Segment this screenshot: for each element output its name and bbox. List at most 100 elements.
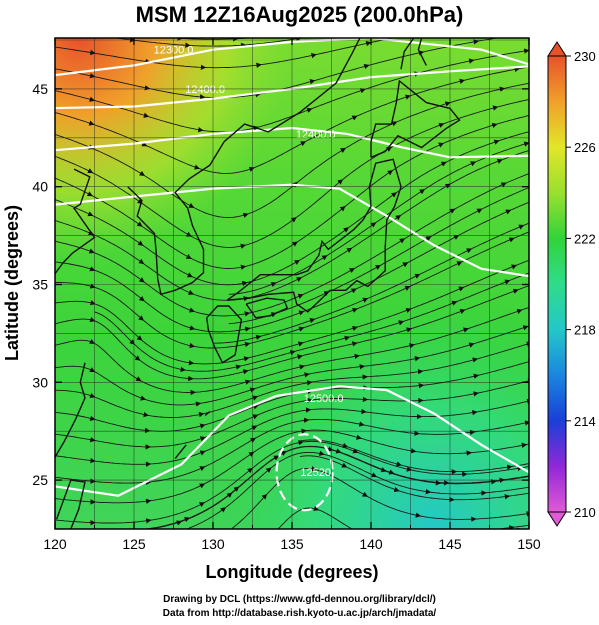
streamline-40	[466, 26, 516, 34]
contour-label-3: 12500.0	[304, 393, 344, 405]
y-tick-label: 30	[32, 374, 48, 390]
wind-arrow	[88, 120, 95, 126]
wind-arrow	[189, 342, 196, 349]
wind-arrow	[492, 105, 499, 111]
streamline-33	[324, 531, 341, 538]
wind-arrow	[468, 342, 475, 348]
wind-arrow	[374, 264, 381, 270]
colorbar: 210 214 218 222 226 230	[547, 41, 596, 527]
wind-arrow	[456, 261, 463, 267]
wind-arrow	[299, 364, 306, 370]
wind-arrow	[300, 141, 307, 147]
wind-arrow	[393, 486, 400, 493]
coastline-10	[223, 38, 361, 143]
wind-arrow	[247, 467, 253, 474]
wind-arrow	[406, 466, 413, 472]
wind-arrow	[251, 425, 258, 431]
wind-arrow	[89, 96, 96, 102]
y-axis-label: Latitude (degrees)	[2, 205, 22, 361]
wind-arrow	[466, 248, 473, 254]
map-title: MSM 12Z16Aug2025 (200.0hPa)	[135, 2, 464, 27]
wind-arrow	[339, 147, 346, 154]
x-tick-label: 125	[122, 536, 146, 552]
wind-arrow	[351, 307, 358, 313]
wind-arrow	[342, 442, 349, 449]
wind-arrow	[459, 309, 466, 315]
wind-arrow	[226, 492, 233, 498]
wind-arrow	[188, 202, 195, 208]
coastline-12	[204, 411, 211, 417]
wind-arrow	[244, 341, 251, 348]
wind-arrow	[138, 277, 145, 283]
wind-arrow	[144, 85, 151, 91]
streamline-4	[55, 380, 529, 448]
wind-arrow	[289, 350, 296, 356]
wind-arrow	[388, 469, 395, 475]
wind-arrow	[138, 258, 145, 265]
wind-arrow	[444, 101, 451, 107]
wind-arrow	[311, 466, 317, 472]
wind-arrow	[261, 493, 268, 500]
wind-arrow	[387, 170, 394, 176]
wind-arrow	[438, 142, 445, 148]
wind-arrow	[249, 437, 256, 443]
wind-arrow	[496, 158, 503, 164]
wind-arrow	[242, 369, 249, 375]
streamline-42	[228, 187, 529, 325]
wind-arrow	[139, 170, 146, 176]
wind-arrow	[355, 434, 362, 440]
x-tick-label: 135	[280, 536, 304, 552]
streamline-31	[277, 507, 354, 529]
wind-arrow	[472, 357, 479, 363]
wind-arrow	[528, 184, 529, 190]
wind-arrow	[188, 289, 195, 295]
wind-arrow	[350, 288, 357, 294]
wind-arrow	[89, 338, 96, 344]
wind-arrow	[309, 317, 316, 324]
contour-line-2	[55, 126, 529, 159]
streamline-0	[55, 440, 529, 524]
wind-arrow	[176, 520, 183, 526]
wind-arrow	[198, 502, 206, 508]
colorbar-tick-label: 226	[574, 140, 596, 155]
wind-arrow	[358, 421, 365, 427]
wind-arrow	[242, 212, 249, 218]
wind-arrow	[337, 179, 344, 185]
streamline-3	[55, 400, 529, 465]
wind-arrow	[365, 40, 372, 47]
wind-arrow	[137, 240, 144, 246]
wind-arrow	[244, 326, 251, 332]
wind-arrow	[298, 326, 305, 332]
coastline-4	[206, 305, 243, 364]
wind-arrow	[243, 356, 250, 362]
wind-arrow	[140, 395, 147, 401]
wind-arrow	[440, 161, 447, 167]
wind-arrow	[371, 472, 378, 478]
wind-arrow	[404, 94, 411, 100]
coastline-3	[55, 479, 86, 529]
streamline-1	[55, 429, 529, 504]
wind-arrow	[136, 221, 143, 227]
wind-arrow	[444, 183, 451, 189]
x-tick-label: 130	[201, 536, 225, 552]
streamline-6	[55, 343, 529, 418]
wind-arrow	[199, 423, 206, 429]
wind-arrow	[473, 373, 480, 379]
contour-closed-cyclone	[275, 433, 334, 512]
wind-arrow	[134, 355, 141, 361]
contour-label-2: 12400.0	[296, 129, 336, 141]
wind-arrow	[304, 372, 310, 378]
wind-arrow	[138, 315, 144, 321]
wind-arrow	[512, 288, 519, 294]
streamline-28	[181, 27, 307, 35]
colorbar-bottom-arrow	[547, 511, 567, 527]
y-tick-label: 25	[32, 472, 48, 488]
wind-arrow	[390, 192, 397, 198]
wind-arrow	[344, 335, 351, 341]
wind-arrow	[188, 307, 195, 313]
wind-arrow	[343, 227, 350, 233]
wind-arrow	[414, 273, 421, 279]
wind-arrow	[414, 356, 421, 362]
wind-arrow	[363, 63, 370, 70]
